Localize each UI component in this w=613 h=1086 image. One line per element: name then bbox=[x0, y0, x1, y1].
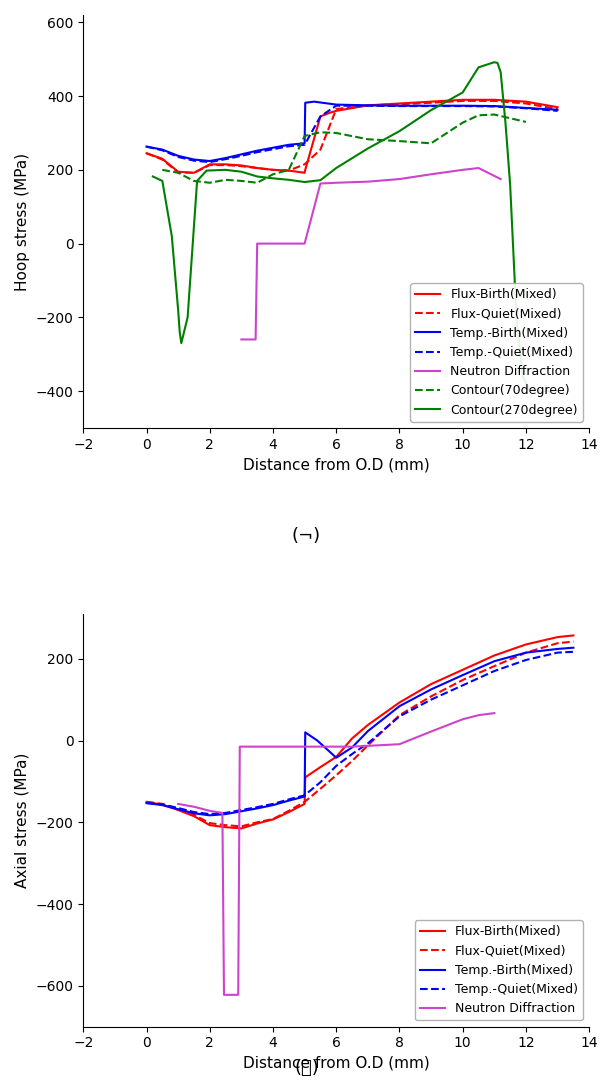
Y-axis label: Hoop stress (MPa): Hoop stress (MPa) bbox=[15, 152, 30, 291]
Legend: Flux-Birth(Mixed), Flux-Quiet(Mixed), Temp.-Birth(Mixed), Temp.-Quiet(Mixed), Ne: Flux-Birth(Mixed), Flux-Quiet(Mixed), Te… bbox=[415, 921, 583, 1021]
Y-axis label: Axial stress (MPa): Axial stress (MPa) bbox=[15, 753, 30, 888]
X-axis label: Distance from O.D (mm): Distance from O.D (mm) bbox=[243, 1056, 430, 1071]
Text: (¬): (¬) bbox=[292, 528, 321, 545]
X-axis label: Distance from O.D (mm): Distance from O.D (mm) bbox=[243, 457, 430, 472]
Legend: Flux-Birth(Mixed), Flux-Quiet(Mixed), Temp.-Birth(Mixed), Temp.-Quiet(Mixed), Ne: Flux-Birth(Mixed), Flux-Quiet(Mixed), Te… bbox=[411, 283, 583, 421]
Text: (ᅩ): (ᅩ) bbox=[294, 1059, 319, 1077]
